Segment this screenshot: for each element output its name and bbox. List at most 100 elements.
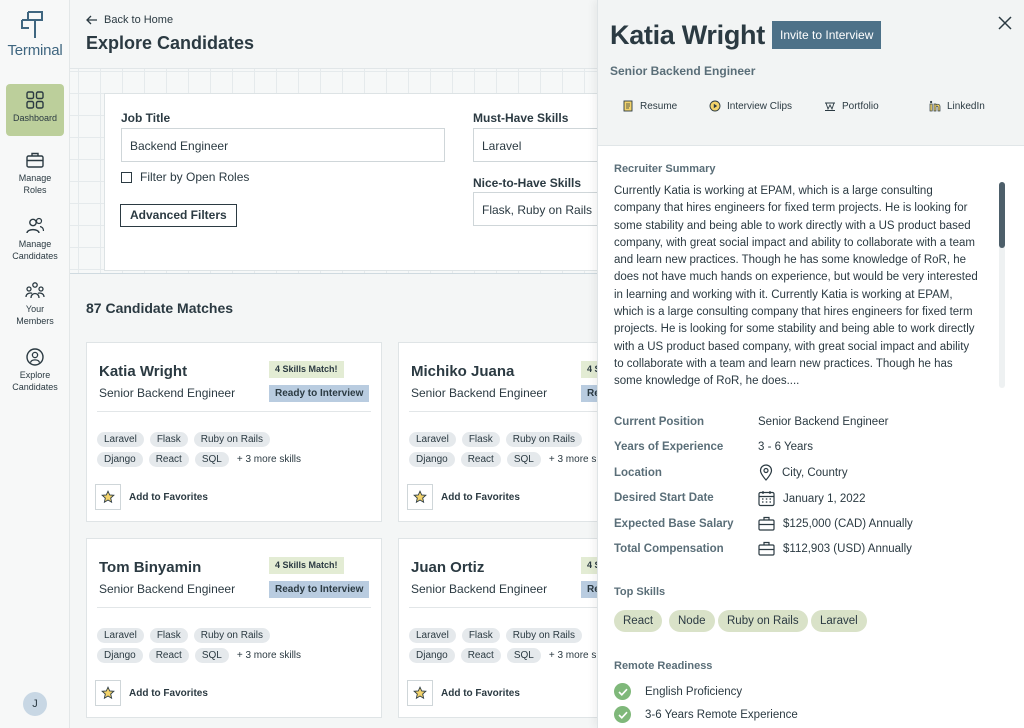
more-skills-link[interactable]: + 3 more skills: [236, 650, 302, 661]
candidate-name: Juan Ortiz: [411, 559, 485, 576]
terminal-logo-icon: [21, 11, 43, 38]
skill-chip: Django: [409, 452, 455, 467]
tab-linkedin[interactable]: LinkedIn: [929, 100, 985, 112]
candidate-role: Senior Backend Engineer: [411, 582, 548, 596]
candidate-detail-panel: Katia Wright Invite to Interview Senior …: [597, 0, 1024, 728]
logo[interactable]: Terminal: [4, 10, 66, 59]
skill-chip: Laravel: [409, 432, 456, 447]
avatar[interactable]: J: [23, 692, 47, 716]
open-roles-checkbox[interactable]: Filter by Open Roles: [121, 170, 249, 184]
sidebar-item-your-members[interactable]: Your Members: [6, 275, 64, 327]
skill-chip: Laravel: [97, 628, 144, 643]
filter-band: Job Title Backend Engineer Filter by Ope…: [70, 68, 598, 274]
skill-chips: Laravel Flask Ruby on Rails: [409, 432, 582, 447]
skill-chip: Flask: [461, 628, 500, 643]
star-icon[interactable]: [95, 484, 121, 510]
favorites-label: Add to Favorites: [129, 687, 208, 699]
info-value-text: $125,000 (CAD) Annually: [783, 517, 913, 530]
open-roles-label: Filter by Open Roles: [140, 170, 250, 184]
tab-resume[interactable]: Resume: [622, 100, 677, 112]
candidate-name: Katia Wright: [99, 363, 188, 380]
back-link[interactable]: Back to Home: [86, 14, 173, 26]
tab-label: Portfolio: [842, 100, 879, 112]
scroll-thumb[interactable]: [999, 182, 1005, 248]
skill-chip: Django: [97, 648, 143, 663]
nice-to-have-label: Nice-to-Have Skills: [473, 176, 582, 190]
top-skill-pill: Ruby on Rails: [718, 610, 808, 632]
candidate-card[interactable]: Tom Binyamin Senior Backend Engineer 4 S…: [86, 538, 382, 718]
divider: [409, 411, 598, 412]
add-to-favorites-button[interactable]: Add to Favorites: [407, 484, 520, 510]
info-label: Expected Base Salary: [614, 518, 734, 530]
add-to-favorites-button[interactable]: Add to Favorites: [95, 680, 208, 706]
job-title-label: Job Title: [121, 111, 171, 125]
skill-chips: Laravel Flask Ruby on Rails: [97, 628, 270, 643]
star-icon[interactable]: [407, 484, 433, 510]
more-skills-link[interactable]: + 3 more s: [548, 454, 597, 465]
more-skills-link[interactable]: + 3 more s: [548, 650, 597, 661]
check-circle-icon: [614, 706, 631, 723]
skill-chip: SQL: [506, 648, 541, 663]
candidate-role: Senior Backend Engineer: [610, 64, 756, 78]
add-to-favorites-button[interactable]: Add to Favorites: [95, 484, 208, 510]
invite-to-interview-button[interactable]: Invite to Interview: [772, 21, 882, 49]
nice-to-have-input[interactable]: Flask, Ruby on Rails: [473, 192, 598, 226]
skill-chip: Ruby on Rails: [505, 628, 582, 643]
info-label: Total Compensation: [614, 543, 724, 555]
skill-chip: React: [460, 452, 501, 467]
briefcase-icon: [758, 516, 775, 531]
grid-icon: [26, 91, 44, 109]
sidebar-item-explore-candidates[interactable]: Explore Candidates: [6, 341, 64, 393]
star-icon[interactable]: [95, 680, 121, 706]
skill-chip: Laravel: [97, 432, 144, 447]
matches-count: 87 Candidate Matches: [86, 300, 234, 316]
skill-chip: Flask: [461, 432, 500, 447]
linkedin-icon: [929, 100, 941, 112]
briefcase-icon: [758, 541, 775, 556]
sidebar: Terminal Dashboard Manage Roles Manage C…: [0, 0, 70, 728]
summary-scrollbar[interactable]: [999, 182, 1005, 388]
close-icon[interactable]: [995, 13, 1015, 33]
skill-chip: Laravel: [409, 628, 456, 643]
top-skill-pill: Laravel: [811, 610, 867, 632]
skill-chips: Laravel Flask Ruby on Rails: [409, 628, 582, 643]
advanced-filters-button[interactable]: Advanced Filters: [120, 204, 237, 227]
main-content: Back to Home Explore Candidates Job Titl…: [70, 0, 598, 728]
top-skills-title: Top Skills: [614, 586, 666, 598]
summary-title: Recruiter Summary: [614, 163, 716, 175]
job-title-input[interactable]: Backend Engineer: [121, 128, 445, 162]
arrow-left-icon: [86, 15, 97, 25]
sidebar-item-label: Explore Candidates: [12, 370, 58, 392]
members-icon: [25, 282, 45, 299]
tab-label: Interview Clips: [727, 100, 793, 112]
star-icon[interactable]: [407, 680, 433, 706]
sidebar-item-dashboard[interactable]: Dashboard: [6, 84, 64, 136]
info-value-text: City, Country: [782, 466, 848, 479]
tab-label: Resume: [640, 100, 678, 112]
recruiter-summary: Currently Katia is working at EPAM, whic…: [614, 185, 978, 388]
status-badge: Ready to Interview: [269, 581, 370, 598]
must-have-label: Must-Have Skills: [473, 111, 569, 125]
must-have-input[interactable]: Laravel: [473, 128, 598, 162]
tab-interview-clips[interactable]: Interview Clips: [709, 100, 792, 112]
skill-chips: Django React SQL + 3 more skills: [97, 648, 301, 663]
more-skills-link[interactable]: + 3 more skills: [236, 454, 302, 465]
sidebar-item-manage-candidates[interactable]: Manage Candidates: [6, 210, 64, 262]
briefcase-icon: [26, 152, 44, 168]
tab-portfolio[interactable]: Portfolio: [824, 100, 879, 112]
filter-card: Job Title Backend Engineer Filter by Ope…: [104, 93, 598, 271]
candidate-card[interactable]: Michiko Juana Senior Backend Engineer 4 …: [398, 342, 598, 522]
add-to-favorites-button[interactable]: Add to Favorites: [407, 680, 520, 706]
skill-chip: Flask: [149, 628, 188, 643]
skills-match-badge: 4 Skills Match!: [269, 361, 344, 378]
skill-chip: React: [148, 648, 189, 663]
candidate-name: Michiko Juana: [411, 363, 515, 380]
info-value-text: Senior Backend Engineer: [758, 416, 889, 428]
candidate-card[interactable]: Juan Ortiz Senior Backend Engineer 4 S R…: [398, 538, 598, 718]
checkbox-box[interactable]: [121, 171, 132, 183]
candidate-card[interactable]: Katia Wright Senior Backend Engineer 4 S…: [86, 342, 382, 522]
sidebar-item-label: Your Members: [16, 304, 54, 326]
skill-chip: Django: [409, 648, 455, 663]
candidate-role: Senior Backend Engineer: [411, 386, 548, 400]
sidebar-item-manage-roles[interactable]: Manage Roles: [6, 144, 64, 196]
